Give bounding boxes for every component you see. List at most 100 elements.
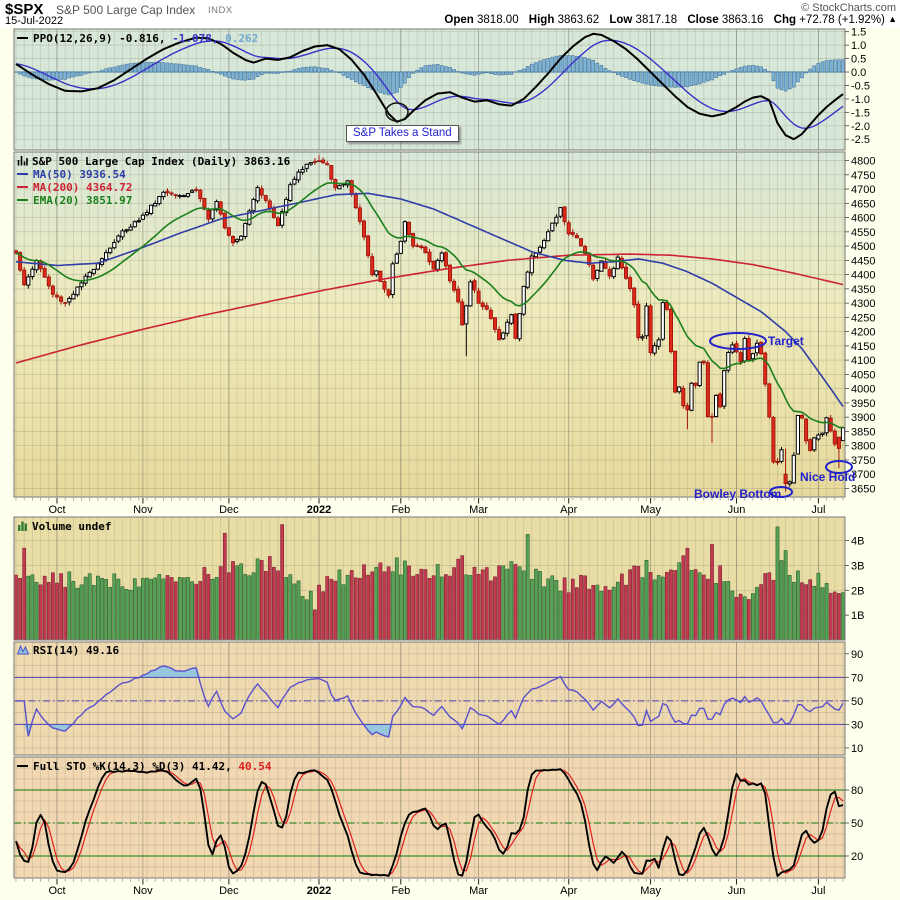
svg-text:Nov: Nov xyxy=(133,504,153,516)
panel-frames xyxy=(13,28,846,879)
ppo-signal-value: -1.078, xyxy=(172,32,219,45)
svg-text:Feb: Feb xyxy=(391,504,410,516)
price-legend: S&P 500 Large Cap Index (Daily) 3863.16 … xyxy=(17,155,290,207)
svg-text:0.5: 0.5 xyxy=(851,54,866,66)
ppo-label: PPO(12,26,9) xyxy=(33,32,113,45)
svg-text:Dec: Dec xyxy=(219,504,239,516)
svg-text:4800: 4800 xyxy=(851,156,875,168)
svg-text:4700: 4700 xyxy=(851,184,875,196)
svg-text:Mar: Mar xyxy=(469,885,488,897)
ppo-panel xyxy=(14,32,845,141)
svg-text:3700: 3700 xyxy=(851,469,875,481)
svg-text:May: May xyxy=(640,885,661,897)
svg-text:4350: 4350 xyxy=(851,284,875,296)
gridlines xyxy=(14,29,845,878)
svg-text:4B: 4B xyxy=(851,536,864,548)
svg-text:-1.0: -1.0 xyxy=(851,94,870,106)
svg-text:Feb: Feb xyxy=(391,885,410,897)
svg-text:-2.0: -2.0 xyxy=(851,121,870,133)
svg-text:10: 10 xyxy=(851,743,863,755)
svg-text:Mar: Mar xyxy=(469,504,488,516)
ma200-swatch xyxy=(17,186,28,188)
svg-text:Apr: Apr xyxy=(560,885,577,897)
svg-text:3650: 3650 xyxy=(851,483,875,495)
ppo-signal-line xyxy=(15,39,844,130)
svg-text:4750: 4750 xyxy=(851,170,875,182)
svg-text:3950: 3950 xyxy=(851,398,875,410)
svg-text:3800: 3800 xyxy=(851,441,875,453)
high-value: 3863.62 xyxy=(557,14,600,26)
svg-text:-2.5: -2.5 xyxy=(851,134,870,146)
y-axis-labels: 1.51.0 0.50.0-0.5 -1.0-1.5 -2.0-2.5 4800 4750… xyxy=(845,27,875,863)
svg-text:Jul: Jul xyxy=(811,885,825,897)
chg-value: +72.78 (+1.92%) xyxy=(799,14,885,26)
sto-line-swatch xyxy=(17,765,28,767)
sto-k-value: 41.42, xyxy=(191,760,232,773)
svg-text:Jun: Jun xyxy=(728,885,746,897)
ema20-legend: EMA(20) 3851.97 xyxy=(33,194,133,207)
svg-text:4050: 4050 xyxy=(851,369,875,381)
svg-text:Oct: Oct xyxy=(48,504,65,516)
high-label: High xyxy=(528,14,555,26)
svg-text:4650: 4650 xyxy=(851,198,875,210)
sharpchart-icon xyxy=(17,156,28,166)
svg-text:1.5: 1.5 xyxy=(851,27,866,39)
svg-text:-1.5: -1.5 xyxy=(851,107,870,119)
ppo-hist-value: 0.262 xyxy=(225,32,259,45)
svg-text:4300: 4300 xyxy=(851,298,875,310)
svg-text:3850: 3850 xyxy=(851,426,875,438)
close-value: 3863.16 xyxy=(721,14,764,26)
svg-text:May: May xyxy=(640,504,661,516)
volume-label: Volume undef xyxy=(32,520,112,533)
svg-text:3B: 3B xyxy=(851,560,864,572)
svg-text:4400: 4400 xyxy=(851,270,875,282)
sto-label: Full STO %K(14,3) %D(3) xyxy=(33,760,186,773)
svg-text:Oct: Oct xyxy=(48,885,65,897)
ppo-divergence-ellipse xyxy=(385,102,409,122)
rsi-icon xyxy=(16,644,30,655)
volume-legend: Volume undef xyxy=(17,520,111,533)
ema20-line xyxy=(15,181,844,429)
annotation-ellipse xyxy=(825,460,853,474)
svg-text:4600: 4600 xyxy=(851,213,875,225)
ma50-legend: MA(50) 3936.54 xyxy=(33,168,126,181)
open-value: 3818.00 xyxy=(477,14,519,26)
low-value: 3817.18 xyxy=(635,14,678,26)
low-label: Low xyxy=(609,14,633,26)
close-label: Close xyxy=(687,14,719,26)
exchange-label: INDX xyxy=(208,5,233,16)
svg-text:4450: 4450 xyxy=(851,255,875,267)
svg-text:Dec: Dec xyxy=(219,885,239,897)
svg-text:0.0: 0.0 xyxy=(851,67,866,79)
ppo-line-swatch xyxy=(17,37,28,39)
annotation-ellipse xyxy=(709,332,767,350)
svg-text:-0.5: -0.5 xyxy=(851,80,870,92)
up-arrow-icon: ▲ xyxy=(888,14,897,24)
ma200-line xyxy=(15,253,844,364)
volume-icon xyxy=(18,521,27,531)
annotation-ellipse xyxy=(769,486,793,498)
ppo-line xyxy=(15,32,844,141)
sto-legend: Full STO %K(14,3) %D(3) 41.42, 40.54 xyxy=(17,760,271,773)
svg-text:4250: 4250 xyxy=(851,312,875,324)
svg-text:70: 70 xyxy=(851,672,863,684)
chg-label: Chg xyxy=(773,14,796,26)
ohlc-quote: Open 3818.00 High 3863.62 Low 3817.18 Cl… xyxy=(437,14,897,26)
svg-text:50: 50 xyxy=(851,696,863,708)
price-title: S&P 500 Large Cap Index (Daily) 3863.16 xyxy=(32,155,291,168)
date-axes: Oct Nov Dec 2022 Feb Mar Apr May Jun Jul Oct Nov Dec… xyxy=(15,498,844,897)
annotation-text: Bowley Bottom xyxy=(694,487,781,501)
chart-date: 15-Jul-2022 xyxy=(5,15,64,27)
ema20-swatch xyxy=(17,199,28,201)
price-panel xyxy=(14,155,846,492)
rsi-panel xyxy=(14,665,845,738)
svg-text:2022: 2022 xyxy=(307,885,331,897)
svg-text:4500: 4500 xyxy=(851,241,875,253)
annotations: Target Bowley Bottom Nice Hold xyxy=(385,102,855,501)
sto-k-line xyxy=(15,768,844,878)
svg-text:30: 30 xyxy=(851,719,863,731)
svg-text:3900: 3900 xyxy=(851,412,875,424)
svg-text:3750: 3750 xyxy=(851,455,875,467)
